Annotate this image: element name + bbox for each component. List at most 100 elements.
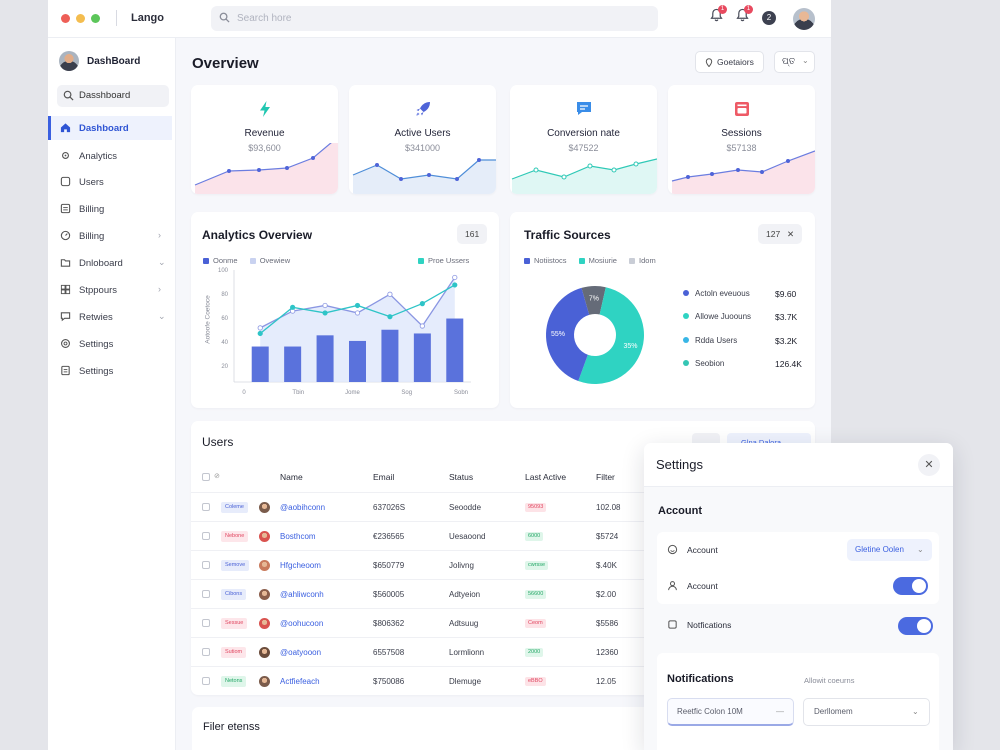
role-tag: Nebone (221, 531, 249, 542)
column-header[interactable]: Email (373, 472, 395, 482)
chat-icon (60, 312, 71, 322)
row-checkbox[interactable] (202, 619, 210, 627)
sidebar-item-analytics[interactable]: Analytics (48, 144, 172, 168)
table-row[interactable]: Cibons @ahliwconh $560005 Adtyeion 56600 $2.0… (191, 579, 815, 608)
user-name-link[interactable]: @oatyooon (280, 648, 322, 657)
alerts-button[interactable]: 1 (736, 5, 753, 27)
bar[interactable] (349, 340, 366, 382)
table-row[interactable]: Sessue @oohucoon $806362 Adtsuug Ceom $5586 (191, 608, 815, 637)
table-row[interactable]: Netons Actfiefeach $750086 Dlemuge eBBO 12.05 (191, 666, 815, 695)
user-name-link[interactable]: Hfgcheoom (280, 561, 321, 570)
row-avatar (259, 676, 270, 687)
data-point[interactable] (290, 304, 296, 310)
notifications-toggle[interactable] (898, 617, 933, 635)
column-header[interactable]: Filter (596, 472, 615, 482)
user-avatar[interactable] (793, 8, 815, 30)
data-point[interactable] (257, 325, 263, 331)
sidebar-item-settings[interactable]: Settings (48, 332, 172, 356)
column-header[interactable]: Status (449, 472, 474, 482)
sidebar-item-settings-2[interactable]: Settings (48, 359, 172, 383)
sidebar-item-stppours[interactable]: Stppours › (48, 278, 172, 302)
table-row[interactable]: Coleme @aobihconn 637026S Seoodde 95093 102.0… (191, 492, 815, 521)
kpi-card-sessions[interactable]: Sessions $57138 (668, 85, 815, 194)
traffic-donut-chart: 7% 35% 55% (546, 286, 644, 384)
table-row[interactable]: Semove Hfgcheoom $650779 Jolivng cwrsse $.40K (191, 550, 815, 579)
traffic-row-value: 126.4K (775, 359, 802, 369)
table-row[interactable]: Nebone Bosthcom €236565 Uesaoond 6000 $5724 (191, 521, 815, 550)
messages-count[interactable]: 2 (762, 11, 776, 25)
user-name-link[interactable]: @oohucoon (280, 619, 324, 628)
sidebar-item-dashboard[interactable]: Dashboard (48, 116, 172, 140)
maximize-window-dot[interactable] (91, 14, 100, 23)
kpi-card-revenue[interactable]: Revenue $93,600 (191, 85, 338, 194)
data-point[interactable] (322, 310, 328, 316)
search-input[interactable] (237, 10, 637, 27)
bar[interactable] (251, 346, 269, 382)
row-checkbox[interactable] (202, 561, 210, 569)
user-name-link[interactable]: Actfiefeach (280, 677, 320, 686)
sidebar-item-dnloboard[interactable]: Dnloboard ⌄ (48, 251, 172, 275)
account-toggle[interactable] (893, 577, 928, 595)
user-name-link[interactable]: @ahliwconh (280, 590, 324, 599)
data-point[interactable] (452, 282, 458, 288)
pie-slice[interactable] (578, 287, 644, 384)
bar[interactable] (446, 318, 464, 382)
row-checkbox[interactable] (202, 532, 210, 540)
legend-item: Idom (629, 256, 656, 265)
traffic-badge-value: 127 (766, 229, 781, 239)
pie-slice[interactable] (581, 286, 606, 315)
sidebar-avatar[interactable] (59, 51, 79, 71)
notification-button[interactable]: 1 (710, 5, 727, 27)
data-point[interactable] (387, 291, 393, 297)
notification-mode-select[interactable]: Derllomem ⌄ (803, 698, 930, 726)
user-name-link[interactable]: @aobihconn (280, 503, 326, 512)
sidebar-item-retwies[interactable]: Retwies ⌄ (48, 305, 172, 329)
account-color-select[interactable]: Gletine Oolen ⌄ (847, 539, 932, 561)
kpi-card-active-users[interactable]: Active Users $341000 (349, 85, 496, 194)
row-checkbox[interactable] (202, 648, 210, 656)
data-point[interactable] (387, 314, 393, 320)
bar[interactable] (316, 335, 334, 382)
pie-slice[interactable] (546, 287, 590, 382)
close-window-dot[interactable] (61, 14, 70, 23)
global-search[interactable] (211, 6, 658, 31)
table-row[interactable]: Sutiom @oatyooon 6557508 Lormlionn 2000 12360 (191, 637, 815, 666)
sidebar-item-users[interactable]: Users (48, 170, 172, 194)
traffic-badge[interactable]: 127 ✕ (758, 224, 802, 244)
column-header[interactable]: Last Active (525, 472, 567, 482)
area-fill (260, 277, 455, 382)
close-settings-button[interactable]: ✕ (918, 454, 940, 476)
column-header[interactable]: Name (280, 472, 303, 482)
close-icon: ✕ (924, 459, 934, 471)
kpi-value: $341000 (404, 143, 441, 153)
row-checkbox[interactable] (202, 677, 210, 685)
select-all-checkbox[interactable] (202, 473, 210, 481)
location-button[interactable]: Goetaiors (695, 51, 764, 73)
view-menu-button[interactable]: ପ୍ତ ⌄ (774, 51, 815, 73)
row-checkbox[interactable] (202, 503, 210, 511)
data-point[interactable] (452, 274, 458, 281)
sidebar-search[interactable]: Dasshboard (57, 85, 169, 107)
chevron-down-icon: ⌄ (158, 257, 166, 267)
bar[interactable] (413, 333, 431, 382)
row-checkbox[interactable] (202, 590, 210, 598)
bar[interactable] (284, 346, 302, 382)
sidebar-item-label: Billing (79, 231, 105, 242)
minimize-window-dot[interactable] (76, 14, 85, 23)
bar[interactable] (381, 329, 399, 382)
data-point[interactable] (354, 310, 361, 316)
data-point[interactable] (257, 330, 263, 337)
user-name-link[interactable]: Bosthcom (280, 532, 316, 541)
data-point[interactable] (354, 302, 361, 309)
sidebar-item-billing[interactable]: Billing (48, 197, 172, 221)
traffic-row-value: $9.60 (775, 289, 797, 299)
data-point[interactable] (322, 302, 328, 309)
data-point[interactable] (419, 323, 425, 329)
sidebar-item-billing-2[interactable]: Billing › (48, 224, 172, 248)
user-email: €236565 (373, 532, 405, 541)
kpi-card-conversion-rate[interactable]: Conversion nate $47522 (510, 85, 657, 194)
notification-color-input[interactable]: Reetfic Colon 10M — (667, 698, 794, 726)
notifications-row-toggle: Notfications (657, 607, 939, 643)
data-point[interactable] (419, 301, 425, 307)
analytics-badge[interactable]: 161 (457, 224, 488, 244)
